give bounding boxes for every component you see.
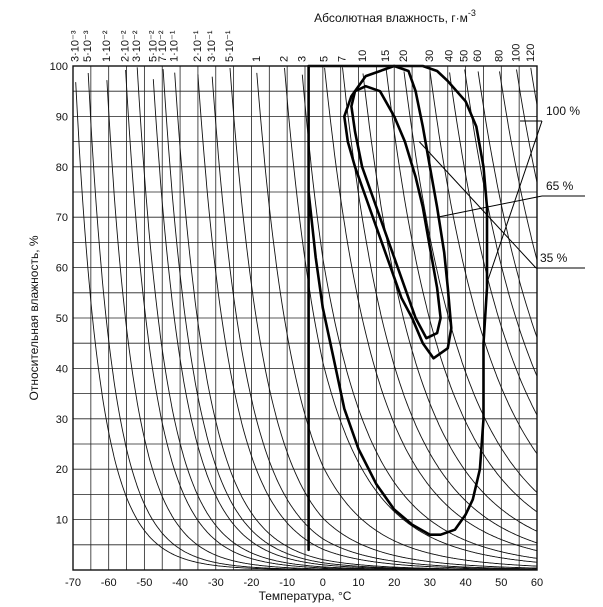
top-tick-label: 60	[472, 50, 484, 62]
x-tick-label: 10	[352, 577, 364, 589]
y-tick-label: 40	[56, 363, 68, 375]
top-tick-label: 5·10⁻³	[82, 30, 94, 62]
zone-leader-3	[418, 141, 537, 269]
top-tick-label: 80	[494, 50, 506, 62]
x-tick-label: -60	[101, 577, 117, 589]
x-tick-label: -50	[136, 577, 152, 589]
isoline-4	[125, 69, 537, 571]
top-tick-label: 2·10⁻¹	[192, 30, 204, 62]
isoline-21	[449, 72, 538, 416]
isoline-23	[477, 71, 538, 338]
top-tick-label: 3·10⁻²	[131, 30, 143, 62]
isoline-13	[284, 67, 537, 563]
x-tick-label: 0	[320, 577, 326, 589]
isoline-10	[211, 76, 537, 570]
top-tick-label: 20	[398, 50, 410, 62]
y-tick-label: 100	[50, 61, 68, 73]
x-tick-label: -30	[208, 577, 224, 589]
top-axis-title-text: Абсолютная влажность, г·м	[314, 11, 468, 25]
zone-outline-2	[342, 64, 453, 360]
x-tick-label: -40	[172, 577, 188, 589]
zone-label-1: 100 %	[546, 104, 580, 118]
x-tick-label: 60	[531, 577, 543, 589]
comfort-zones	[307, 64, 489, 552]
isoline-8	[174, 72, 537, 571]
y-axis-ticks: 10 20 30 40 50 60 70 80 90 100	[50, 61, 68, 527]
isoline-1	[75, 82, 537, 571]
y-axis-title: Относительная влажность, %	[27, 235, 41, 400]
x-tick-label: 20	[388, 577, 400, 589]
isoline-2	[87, 72, 537, 571]
y-tick-label: 60	[56, 263, 68, 275]
isoline-16	[342, 67, 538, 544]
x-tick-label: -10	[279, 577, 295, 589]
zone-outline-3	[350, 84, 442, 340]
x-tick-label: 30	[424, 577, 436, 589]
y-tick-label: 20	[56, 464, 68, 476]
x-axis-title: Температура, °С	[259, 589, 352, 603]
zone-leader-2	[436, 195, 543, 218]
y-tick-label: 10	[56, 515, 68, 527]
x-axis-ticks: -70 -60 -50 -40 -30 -20 -10 0 10 20 30 40 50 60	[65, 577, 543, 589]
isoline-17	[362, 73, 538, 532]
top-tick-label: 7·10⁻²	[157, 30, 169, 62]
top-tick-label: 1·10⁻¹	[169, 30, 181, 62]
x-tick-label: -20	[244, 577, 260, 589]
y-tick-label: 30	[56, 414, 68, 426]
grid	[72, 65, 538, 571]
top-tick-label: 40	[444, 50, 456, 62]
top-tick-label: 3·10⁻³	[70, 30, 82, 62]
y-tick-label: 90	[56, 111, 68, 123]
top-tick-label: 3·10⁻¹	[206, 30, 218, 62]
isoline-15	[324, 67, 538, 552]
plot-frame	[72, 65, 538, 571]
isoline-9	[197, 74, 537, 570]
top-tick-label: 5·10⁻¹	[224, 30, 236, 62]
top-tick-label: 5·10⁻²	[147, 30, 159, 62]
top-tick-label: 1·10⁻²	[101, 30, 113, 62]
y-tick-label: 70	[56, 212, 68, 224]
x-tick-label: 40	[459, 577, 471, 589]
isoline-26	[530, 67, 538, 105]
isoline-19	[403, 71, 538, 493]
top-tick-label: 2·10⁻²	[120, 30, 132, 62]
isoline-11	[229, 67, 538, 569]
top-tick-label: 50	[459, 50, 471, 62]
isoline-25	[516, 69, 538, 183]
isoline-12	[256, 72, 537, 567]
top-tick-label: 7	[336, 56, 348, 62]
zone-labels: 100 % 65 % 35 %	[418, 104, 585, 283]
top-tick-label: 100	[510, 44, 522, 62]
isoline-14	[301, 74, 538, 559]
top-axis-title-exponent: -3	[468, 8, 476, 18]
top-axis-ticks: 3·10⁻³ 5·10⁻³ 1·10⁻² 2·10⁻² 3·10⁻² 5·10⁻²7·10…	[70, 30, 537, 62]
isoline-22	[464, 69, 538, 377]
top-tick-label: 1	[251, 56, 263, 62]
y-tick-label: 80	[56, 162, 68, 174]
top-tick-label: 30	[424, 50, 436, 62]
top-tick-label: 15	[380, 50, 392, 62]
top-tick-label: 120	[525, 44, 537, 62]
x-tick-label: -70	[65, 577, 81, 589]
top-tick-label: 5	[319, 56, 331, 62]
zone-label-3: 35 %	[540, 251, 568, 265]
x-tick-label: 50	[495, 577, 507, 589]
top-tick-label: 3	[296, 56, 308, 62]
top-tick-label: 2	[278, 56, 290, 62]
isoline-18	[385, 69, 538, 513]
isoline-24	[499, 71, 538, 261]
zone-outline-1	[307, 64, 489, 552]
top-tick-label: 10	[357, 50, 369, 62]
zone-label-2: 65 %	[546, 179, 574, 193]
top-axis-title: Абсолютная влажность, г·м-3	[314, 8, 476, 25]
y-tick-label: 50	[56, 313, 68, 325]
